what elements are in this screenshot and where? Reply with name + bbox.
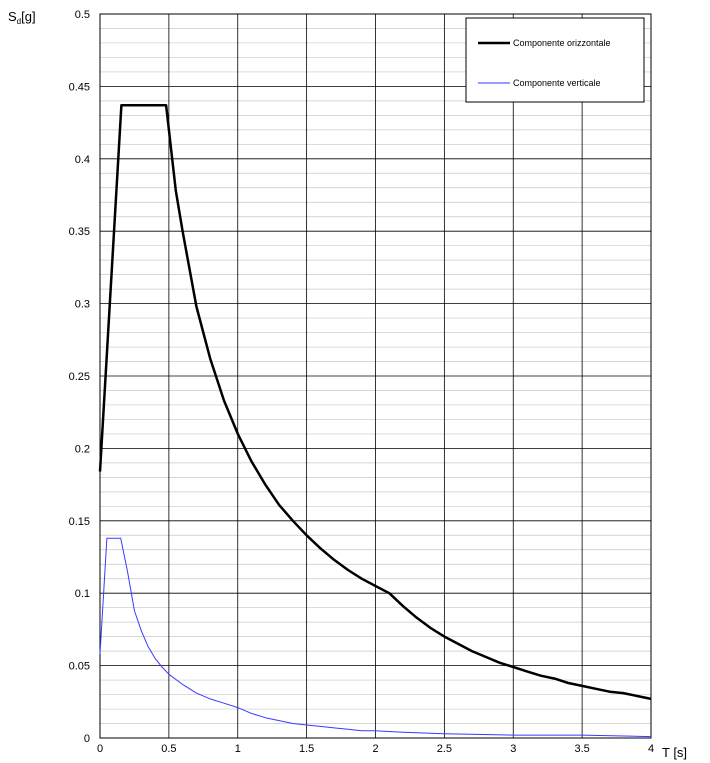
- y-tick-label: 0.45: [69, 81, 90, 93]
- legend: Componente orizzontale Componente vertic…: [465, 17, 645, 103]
- plot-border: [99, 13, 652, 739]
- series-lines: [98, 103, 652, 738]
- x-tick-label: 1.5: [299, 743, 314, 755]
- y-tick-label: 0.25: [69, 371, 90, 383]
- x-tick-label: 4: [648, 743, 654, 755]
- x-tick-label: 3.5: [574, 743, 589, 755]
- y-tick-label: 0: [84, 733, 90, 745]
- x-axis-ticks: 0 0.5 1 1.5 2 2.5 3 3.5 4: [97, 743, 654, 755]
- y-tick-label: 0.5: [75, 9, 90, 21]
- major-gridlines: [99, 13, 652, 739]
- legend-box: [465, 17, 645, 103]
- x-tick-label: 2.5: [437, 743, 452, 755]
- legend-label-vertical: Componente verticale: [513, 78, 601, 88]
- x-axis-label: T [s]: [662, 745, 687, 760]
- series-line-horizontal: [98, 103, 652, 701]
- y-tick-label: 0.3: [75, 299, 90, 311]
- x-tick-label: 0.5: [161, 743, 176, 755]
- x-tick-label: 0: [97, 743, 103, 755]
- y-tick-label: 0.2: [75, 443, 90, 455]
- legend-label-horizontal: Componente orizzontale: [513, 38, 611, 48]
- x-tick-label: 3: [510, 743, 516, 755]
- y-tick-label: 0.05: [69, 661, 90, 673]
- y-tick-label: 0.4: [75, 154, 90, 166]
- y-axis-label: Sd[g]: [8, 9, 36, 26]
- y-tick-label: 0.35: [69, 226, 90, 238]
- y-axis-ticks: 0 0.05 0.1 0.15 0.2 0.25 0.3 0.35 0.4 0.45 0.5: [69, 9, 90, 745]
- x-tick-label: 2: [372, 743, 378, 755]
- y-tick-label: 0.1: [75, 588, 90, 600]
- y-tick-label: 0.15: [69, 516, 90, 528]
- x-tick-label: 1: [235, 743, 241, 755]
- series-line-vertical: [99, 537, 652, 738]
